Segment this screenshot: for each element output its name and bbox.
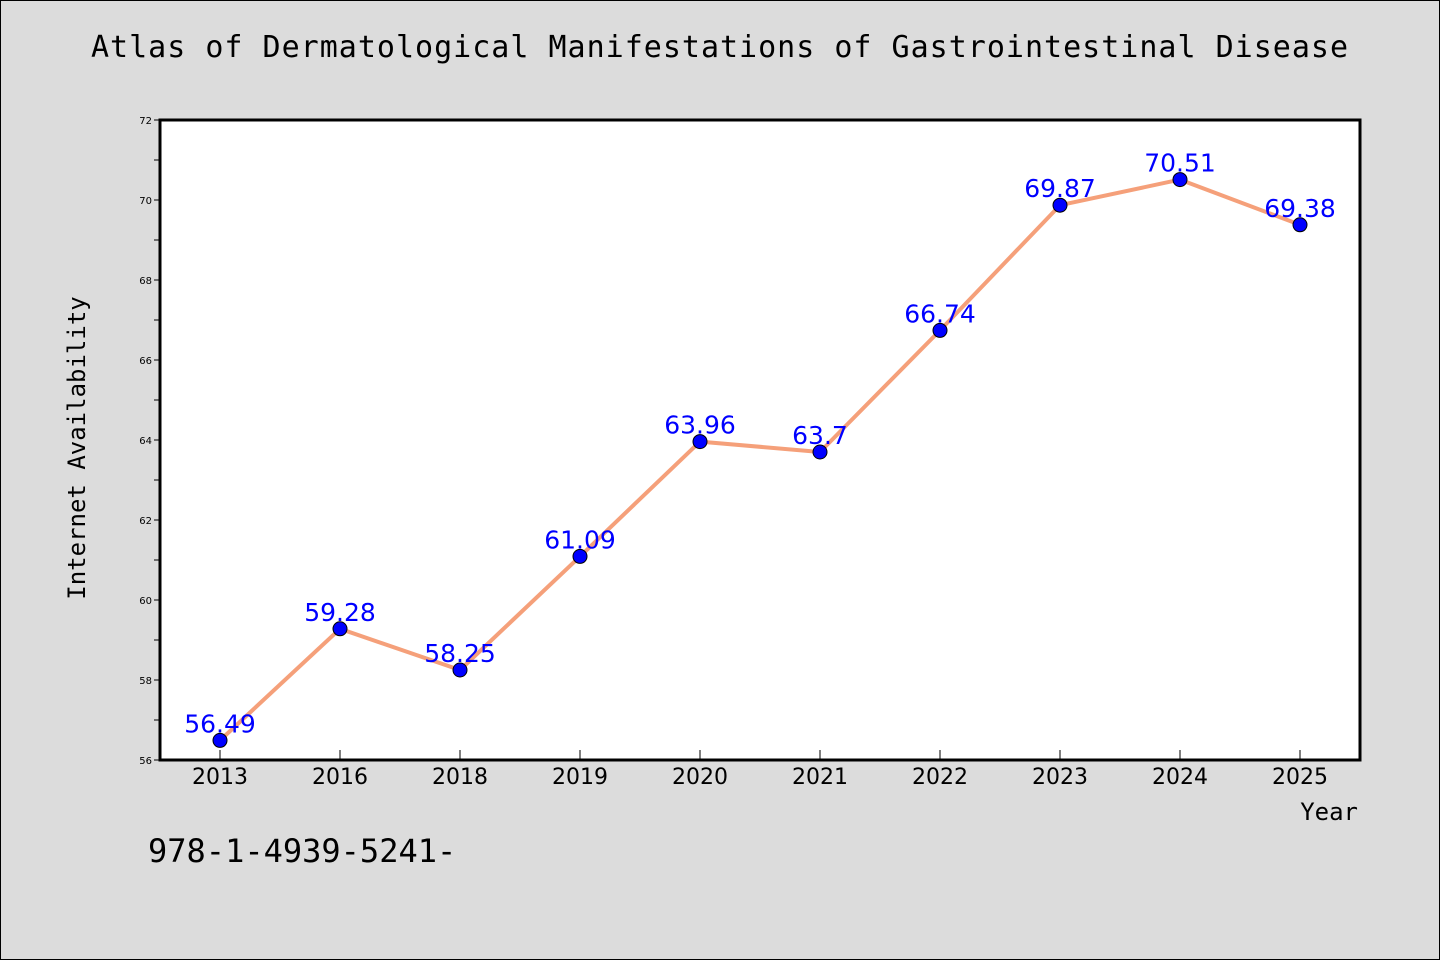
data-point-label: 56.49: [184, 709, 256, 738]
data-point-label: 59.28: [304, 598, 376, 627]
y-tick-label: 66: [139, 356, 152, 367]
plot-area: [160, 120, 1360, 760]
y-axis-label: Internet Availability: [63, 296, 91, 599]
data-point-label: 63.96: [664, 411, 736, 440]
y-axis-ticks: 56 58 60 62 64 66 68 70 72: [139, 116, 160, 767]
data-markers: [212, 172, 1308, 748]
y-tick-label: 72: [139, 116, 152, 127]
data-point-marker: [212, 732, 228, 748]
y-tick-label: 70: [139, 196, 152, 207]
data-point-label: 69.87: [1024, 174, 1096, 203]
x-axis-label: Year: [1300, 798, 1358, 826]
data-point-marker: [1292, 217, 1308, 233]
data-point-label: 70.51: [1144, 149, 1216, 178]
x-tick-label: 2019: [552, 765, 608, 790]
x-tick-label: 2018: [432, 765, 488, 790]
data-point-marker: [1172, 172, 1188, 188]
y-tick-label: 64: [139, 436, 152, 447]
series-line: [218, 177, 1302, 743]
data-point-marker: [692, 434, 708, 450]
x-tick-label: 2022: [912, 765, 968, 790]
data-point-label: 58.25: [424, 639, 496, 668]
x-tick-label: 2024: [1152, 765, 1208, 790]
x-tick-label: 2013: [192, 765, 248, 790]
data-point-label: 61.09: [544, 525, 616, 554]
data-labels: 56.49 59.28 58.25 61.09 63.96 63.7 66.74 69.87 7…: [184, 149, 1336, 739]
footer-isbn-text: 978-1-4939-5241-: [148, 832, 457, 870]
y-tick-label: 60: [139, 596, 152, 607]
data-point-marker: [1052, 197, 1068, 213]
data-point-label: 69.38: [1264, 194, 1336, 223]
y-tick-label: 62: [139, 516, 152, 527]
data-point-label: 66.74: [904, 299, 976, 328]
x-tick-label: 2016: [312, 765, 368, 790]
x-tick-label: 2021: [792, 765, 848, 790]
x-tick-label: 2023: [1032, 765, 1088, 790]
data-point-marker: [452, 662, 468, 678]
data-point-marker: [812, 444, 828, 460]
plot-border: [158, 118, 1362, 762]
data-point-label: 63.7: [792, 421, 848, 450]
x-tick-label: 2025: [1272, 765, 1328, 790]
data-point-marker: [332, 621, 348, 637]
data-point-marker: [572, 548, 588, 564]
y-tick-label: 58: [139, 676, 152, 687]
x-tick-label: 2020: [672, 765, 728, 790]
chart-title: Atlas of Dermatological Manifestations o…: [90, 30, 1350, 65]
x-axis-ticks: 2013 2016 2018 2019 2020 2021 2022 2023 2024 2025: [192, 750, 1328, 790]
y-tick-label: 68: [139, 276, 152, 287]
data-point-marker: [932, 322, 948, 338]
y-tick-label: 56: [139, 756, 152, 767]
